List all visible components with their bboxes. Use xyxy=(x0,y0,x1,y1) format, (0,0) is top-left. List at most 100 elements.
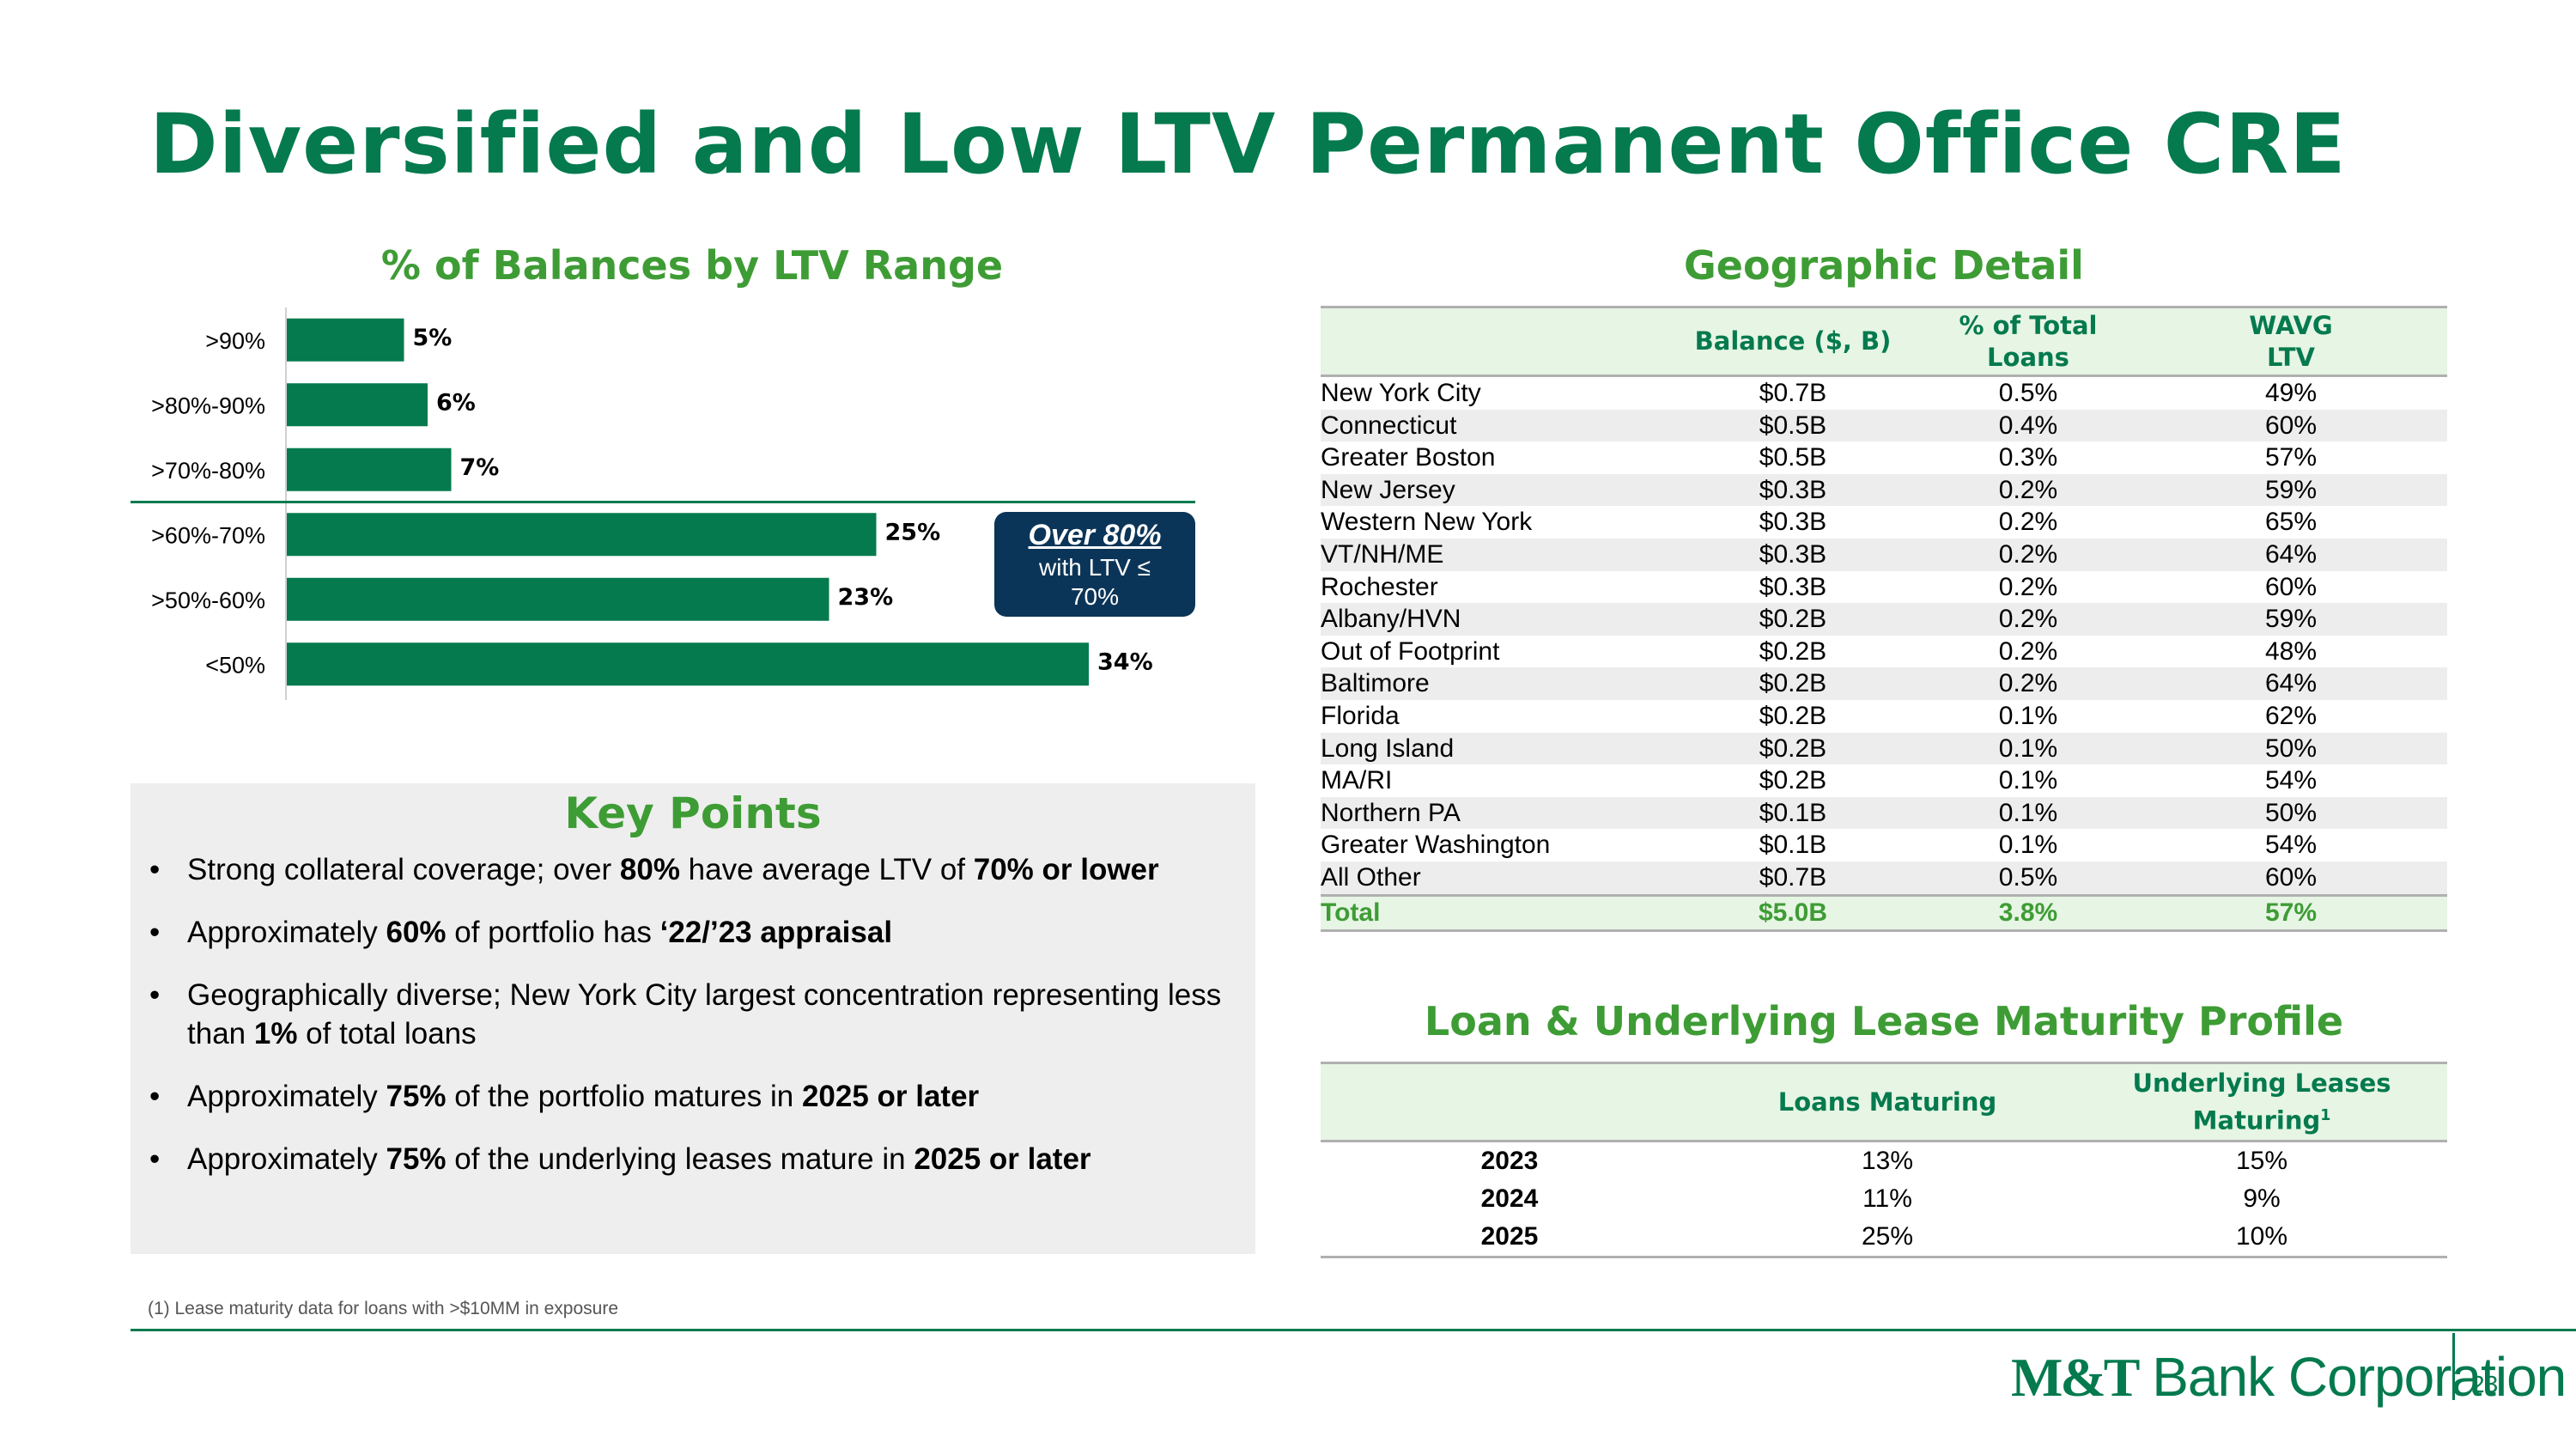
header-wavg-line2: LTV xyxy=(2267,342,2315,372)
brand-logo-text: Bank Corporation xyxy=(2137,1346,2567,1408)
maturity-row: 2023 13% 15% xyxy=(1321,1142,2447,1181)
region-balance: $0.5B xyxy=(1759,443,1827,472)
geographic-row: Northern PA $0.1B 0.1% 50% xyxy=(1321,796,2447,830)
ltv-category-label: >60%-70% xyxy=(151,522,265,548)
key-point-item: • Approximately 60% of portfolio has ‘22/… xyxy=(149,913,1240,952)
region-name: Greater Boston xyxy=(1321,443,1496,472)
geographic-row: Florida $0.2B 0.1% 62% xyxy=(1321,700,2447,733)
region-wavg-ltv: 64% xyxy=(2135,538,2447,571)
region-name: Greater Washington xyxy=(1321,831,1551,860)
region-wavg-ltv: 64% xyxy=(2135,667,2447,700)
region-balance: $0.1B xyxy=(1759,831,1827,860)
region-pct-total: 0.2% xyxy=(1998,572,2058,601)
ltv-bar xyxy=(286,383,428,427)
maturity-row: 2024 11% 9% xyxy=(1321,1180,2447,1218)
key-point-emphasis: 75% xyxy=(386,1080,447,1113)
brand-divider xyxy=(2452,1333,2455,1400)
total-label: Total xyxy=(1321,893,1664,932)
ltv-bar xyxy=(286,318,404,362)
region-name: Long Island xyxy=(1321,732,1664,765)
ltv-bar xyxy=(286,513,877,557)
region-balance: $0.7B xyxy=(1759,379,1827,407)
total-wavg-ltv: 57% xyxy=(2135,893,2447,932)
header-leases-line2: Maturing xyxy=(2192,1105,2321,1135)
region-balance: $0.2B xyxy=(1664,667,1922,700)
region-wavg-ltv: 65% xyxy=(2264,508,2318,537)
region-name: Albany/HVN xyxy=(1321,603,1664,636)
ltv-value-label: 6% xyxy=(436,389,476,416)
geographic-row: Baltimore $0.2B 0.2% 64% xyxy=(1321,667,2447,700)
key-point-emphasis: 70% or lower xyxy=(973,853,1159,886)
region-pct-total: 0.4% xyxy=(1922,409,2135,442)
key-point-emphasis: 2025 or later xyxy=(914,1142,1091,1176)
region-pct-total: 0.1% xyxy=(1998,831,2058,860)
key-point-emphasis: 2025 or later xyxy=(801,1080,980,1113)
key-point-item: • Approximately 75% of the portfolio matu… xyxy=(149,1077,1240,1116)
total-pct: 3.8% xyxy=(1922,893,2135,932)
region-wavg-ltv: 49% xyxy=(2264,379,2318,407)
geographic-row: All Other $0.7B 0.5% 60% xyxy=(1321,861,2447,895)
region-name: VT/NH/ME xyxy=(1321,538,1664,571)
leases-maturing-pct: 9% xyxy=(2243,1184,2281,1213)
region-pct-total: 0.2% xyxy=(1922,667,2135,700)
region-wavg-ltv: 50% xyxy=(2135,732,2447,765)
key-point-text: of the portfolio matures in xyxy=(446,1080,802,1113)
region-balance: $0.2B xyxy=(1664,732,1922,765)
region-pct-total: 0.2% xyxy=(1922,603,2135,636)
ltv-value-label: 7% xyxy=(460,454,500,481)
region-name: New Jersey xyxy=(1321,473,1664,507)
ltv-category-label: >90% xyxy=(205,328,265,354)
geographic-row: Greater Boston $0.5B 0.3% 57% xyxy=(1321,441,2447,474)
region-wavg-ltv: 54% xyxy=(2264,766,2318,795)
ltv-value-label: 5% xyxy=(413,325,453,351)
key-point-text: Approximately xyxy=(187,1080,386,1113)
bullet-marker: • xyxy=(149,853,161,886)
ltv-bar xyxy=(286,577,829,621)
geographic-row: Long Island $0.2B 0.1% 50% xyxy=(1321,732,2447,765)
geographic-row: New York City $0.7B 0.5% 49% xyxy=(1321,376,2447,410)
loans-maturing-pct: 25% xyxy=(1698,1218,2076,1258)
geographic-row: Albany/HVN $0.2B 0.2% 59% xyxy=(1321,603,2447,636)
bullet-marker: • xyxy=(149,1142,161,1176)
region-wavg-ltv: 60% xyxy=(2135,861,2447,895)
geographic-row: MA/RI $0.2B 0.1% 54% xyxy=(1321,764,2447,797)
region-balance: $0.5B xyxy=(1664,409,1922,442)
key-point-text: Geographically diverse; New York City la… xyxy=(187,978,1222,1050)
region-balance: $0.7B xyxy=(1664,861,1922,895)
maturity-header-row: Loans Maturing Underlying Leases Maturing… xyxy=(1321,1062,2447,1142)
region-balance: $0.2B xyxy=(1759,701,1827,730)
total-balance: $5.0B xyxy=(1664,893,1922,932)
geographic-heading: Geographic Detail xyxy=(1684,242,2084,289)
key-points-panel: Key Points • Strong collateral coverage; … xyxy=(131,783,1255,1254)
geographic-row: Out of Footprint $0.2B 0.2% 48% xyxy=(1321,636,2447,668)
region-name: Florida xyxy=(1321,701,1400,730)
key-point-item: • Approximately 75% of the underlying lea… xyxy=(149,1140,1240,1178)
key-point-emphasis: 80% xyxy=(619,853,680,886)
key-point-emphasis: 1% xyxy=(253,1017,298,1050)
region-pct-total: 0.2% xyxy=(1998,508,2058,537)
maturity-year: 2023 xyxy=(1480,1147,1539,1175)
ltv-value-label: 25% xyxy=(885,519,941,545)
ltv-callout: Over 80% with LTV ≤ 70% xyxy=(994,512,1195,617)
geographic-row: Western New York $0.3B 0.2% 65% xyxy=(1321,506,2447,539)
key-points-list: • Strong collateral coverage; over 80% ha… xyxy=(149,850,1240,1202)
callout-line-2: 70% xyxy=(1070,583,1120,610)
key-point-emphasis: 60% xyxy=(386,916,447,949)
ltv-value-label: 23% xyxy=(838,584,894,611)
region-wavg-ltv: 48% xyxy=(2264,636,2318,666)
loans-maturing-pct: 11% xyxy=(1862,1184,1912,1213)
region-pct-total: 0.5% xyxy=(1922,861,2135,895)
region-pct-total: 0.1% xyxy=(1998,766,2058,795)
geographic-row: New Jersey $0.3B 0.2% 59% xyxy=(1321,473,2447,507)
region-pct-total: 0.5% xyxy=(1998,379,2058,407)
region-name: Connecticut xyxy=(1321,409,1664,442)
header-wavg-ltv: WAVG LTV xyxy=(2135,306,2447,377)
key-point-text: Strong collateral coverage; over xyxy=(187,853,620,886)
geographic-header-row: Balance ($, B) % of Total Loans WAVG LTV xyxy=(1321,306,2447,377)
leases-maturing-pct: 15% xyxy=(2235,1147,2288,1175)
region-pct-total: 0.2% xyxy=(1998,636,2058,666)
region-wavg-ltv: 59% xyxy=(2135,603,2447,636)
ltv-bar xyxy=(286,642,1089,686)
region-pct-total: 0.1% xyxy=(1998,701,2058,730)
maturity-heading: Loan & Underlying Lease Maturity Profile xyxy=(1424,998,2344,1044)
